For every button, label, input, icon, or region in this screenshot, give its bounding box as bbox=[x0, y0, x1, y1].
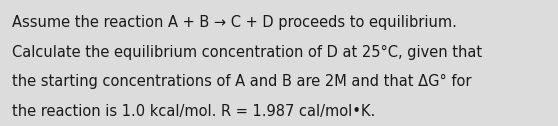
Text: the reaction is 1.0 kcal/mol. R = 1.987 cal/mol•K.: the reaction is 1.0 kcal/mol. R = 1.987 … bbox=[12, 104, 376, 119]
Text: Calculate the equilibrium concentration of D at 25°C, given that: Calculate the equilibrium concentration … bbox=[12, 45, 483, 60]
Text: the starting concentrations of A and B are 2M and that ΔG° for: the starting concentrations of A and B a… bbox=[12, 74, 472, 89]
Text: Assume the reaction A + B → C + D proceeds to equilibrium.: Assume the reaction A + B → C + D procee… bbox=[12, 15, 457, 30]
